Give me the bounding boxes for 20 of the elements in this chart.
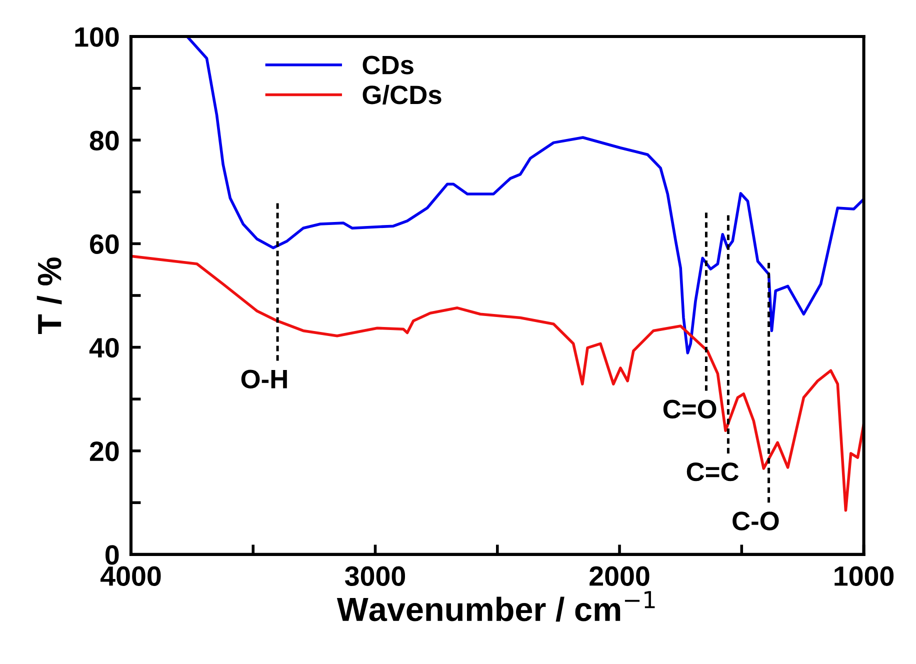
x-tick-label: 1000 xyxy=(834,566,894,586)
annotation: C=C xyxy=(686,462,739,482)
x-tick-label: 3000 xyxy=(345,566,406,586)
annotation: O-H xyxy=(241,370,287,388)
y-tick-label: 100 xyxy=(75,27,119,47)
y-axis-title: T / % xyxy=(36,257,62,334)
annotation: C-O xyxy=(732,512,779,530)
line-series xyxy=(130,254,864,512)
x-axis-title: Wavenumber / cm$^{−1}$ xyxy=(336,591,655,622)
y-tick-label: 40 xyxy=(89,338,119,358)
y-tick-label: 80 xyxy=(90,130,119,150)
x-tick-label: 4000 xyxy=(100,566,161,586)
legend-label: G/CDs xyxy=(362,84,442,105)
y-tick-label: 20 xyxy=(90,442,119,462)
line-series xyxy=(186,36,864,354)
legend-label: CDs xyxy=(362,56,414,74)
y-tick-label: 60 xyxy=(90,234,119,254)
x-tick-label: 2000 xyxy=(590,566,650,586)
annotation: C=O xyxy=(663,400,716,418)
y-tick-label: 0 xyxy=(106,545,119,565)
